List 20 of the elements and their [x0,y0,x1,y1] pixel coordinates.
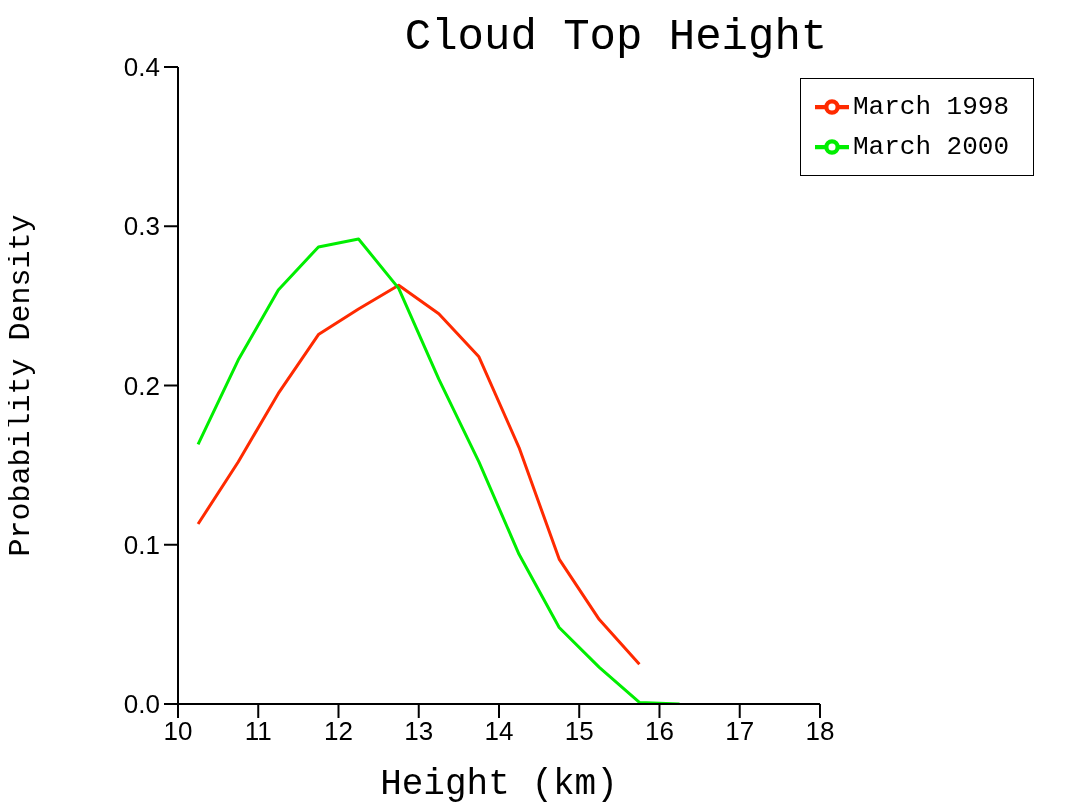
chart-title: Cloud Top Height [404,12,828,62]
x-tick-label: 17 [725,716,755,747]
legend-label: March 1998 [852,92,1009,122]
x-tick-label: 15 [564,716,594,747]
y-tick-label: 0.4 [123,52,160,83]
y-tick-label: 0.1 [123,529,160,560]
x-tick-label: 12 [324,716,353,747]
x-tick-label: 11 [244,716,272,747]
y-tick-label: 0.3 [123,211,160,242]
x-tick-label: 14 [484,716,514,747]
y-tick-label: 0.2 [123,370,160,401]
x-tick-label: 10 [163,716,193,747]
x-tick-label: 13 [404,716,434,747]
legend-label: March 2000 [852,132,1009,162]
line-series [196,283,641,666]
x-tick-label: 18 [805,716,835,747]
y-tick-label: 0.0 [123,689,160,720]
x-axis-title: Height (km) [380,764,618,805]
x-tick-label: 16 [645,716,674,747]
line-series [196,237,682,704]
